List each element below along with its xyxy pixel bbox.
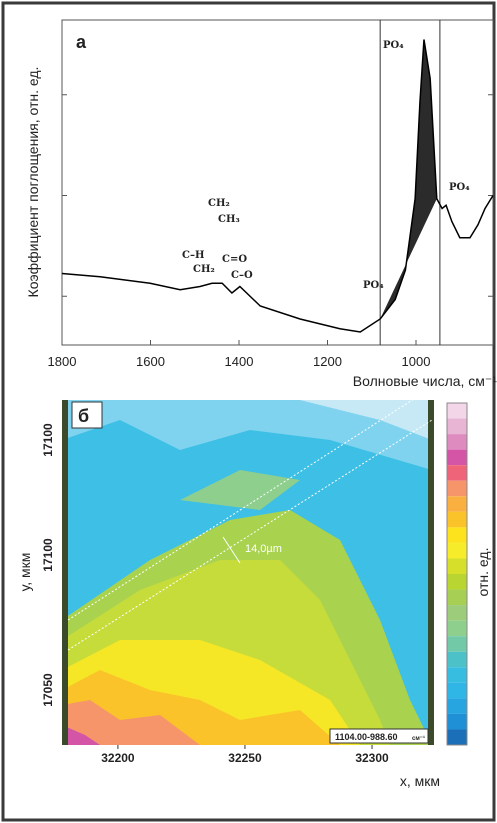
integration-area	[380, 39, 437, 319]
colorbar-swatch	[447, 465, 467, 481]
colorbar-frame	[446, 402, 468, 746]
colorbar-swatch	[447, 651, 467, 668]
x-tick-label: 1800	[48, 354, 77, 369]
colorbar-swatch	[447, 698, 467, 714]
colorbar-swatch	[447, 589, 467, 606]
range-box	[329, 728, 429, 744]
y-tick-label: 17050	[41, 673, 55, 707]
annotation: C=O	[222, 254, 247, 265]
x-tick-label: 1400	[225, 354, 254, 369]
annotation: CH₃	[218, 214, 240, 225]
annotation: PO₄	[383, 40, 404, 51]
panel-label: б	[78, 406, 89, 426]
colorbar-swatch	[447, 558, 467, 574]
x-tick-label: 32250	[228, 751, 262, 765]
annotation: PO₄	[363, 280, 384, 291]
colorbar-swatch	[447, 682, 467, 699]
range-label: 1104.00-988.60	[335, 732, 398, 742]
x-tick-label: 1200	[313, 354, 342, 369]
colorbar-swatch	[447, 511, 467, 528]
range-unit: см⁻¹	[412, 735, 425, 742]
colorbar-swatch	[447, 434, 467, 450]
colorbar-swatch	[447, 542, 467, 559]
colorbar-swatch	[447, 667, 467, 683]
colorbar-swatch	[447, 605, 467, 621]
panel-b: 32200 32250 32300 17100 17100 17050	[41, 402, 468, 765]
colorbar-swatch	[447, 449, 467, 466]
x-tick-label: 1000	[402, 354, 431, 369]
spectrum	[61, 39, 494, 333]
panel-label-box	[71, 401, 103, 429]
panel-label: а	[76, 32, 87, 52]
x-tick-label: 1600	[136, 354, 165, 369]
colorbar-swatch	[447, 496, 467, 512]
x-tick-label: 32200	[101, 751, 135, 765]
y-tick-label: 17100	[41, 423, 55, 457]
colorbar-swatch	[447, 403, 467, 419]
annotation: C–H	[182, 250, 204, 261]
colorbar-swatch	[447, 574, 467, 590]
colorbar-swatch	[447, 620, 467, 637]
annotation: C–O	[231, 270, 253, 281]
annotation: CH₂	[193, 264, 215, 275]
y-axis-label: у, мкм	[17, 553, 33, 592]
colorbar-swatch	[447, 729, 467, 745]
y-axis-label: Коэффициент поглощения, отн. ед.	[25, 67, 41, 298]
colorbar-swatch	[447, 480, 467, 497]
colorbar-label: отн. ед.	[475, 548, 491, 597]
colorbar-swatch	[447, 636, 467, 652]
map	[62, 389, 434, 745]
panel-a: 1800 1600 1400 1200 1000 PO₄ PO₄ PO₄ CH₂ CH₃ C–H CH…	[48, 20, 494, 369]
colorbar-swatch	[447, 418, 467, 435]
annotation: PO₄	[449, 182, 470, 193]
annotation: CH₂	[208, 198, 230, 209]
x-axis-label: Волновые числа, см⁻¹	[353, 373, 497, 389]
width-label: 14,0µm	[245, 543, 282, 555]
colorbar-swatch	[447, 527, 467, 543]
x-axis-label: x, мкм	[400, 773, 440, 789]
colorbar-swatch	[447, 713, 467, 730]
x-tick-label: 32300	[355, 751, 389, 765]
y-tick-label: 17100	[41, 538, 55, 572]
